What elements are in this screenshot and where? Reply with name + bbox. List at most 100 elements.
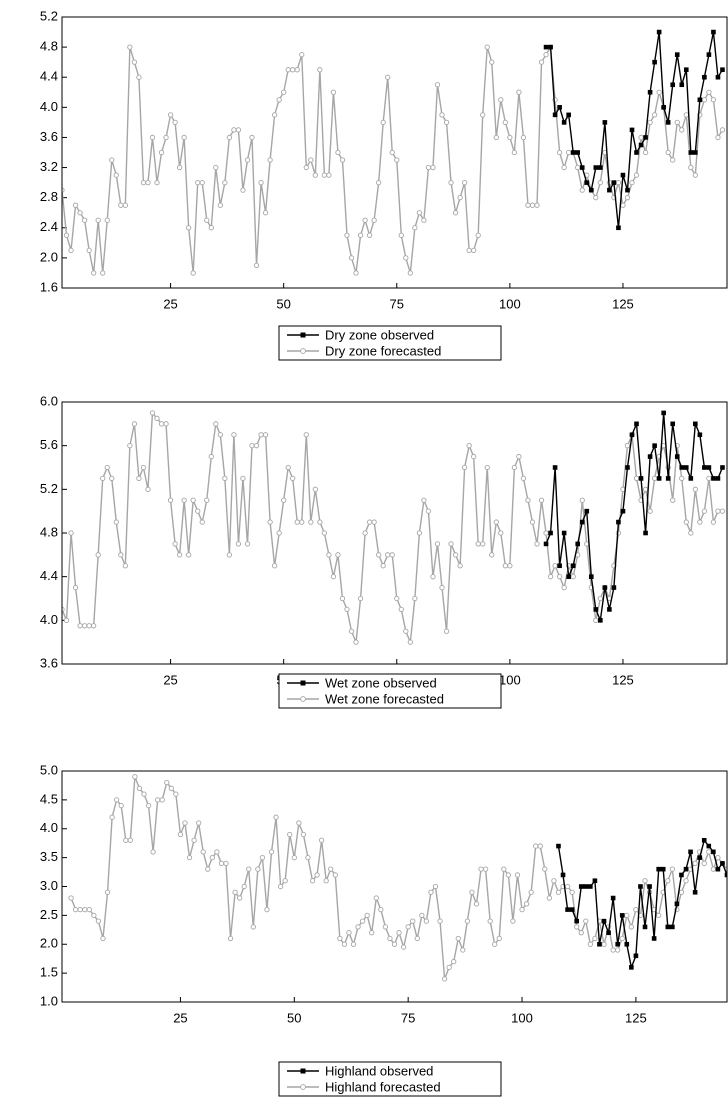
chart-panel: 1.0 1.5 2.0 2.5 3.0 3.5 4.0 4.5 5.0 25 50 75 100 125 H…: [40, 762, 728, 1097]
point-marker: [575, 150, 581, 155]
point-marker: [534, 202, 540, 208]
point-marker: [77, 623, 83, 629]
point-marker: [244, 157, 251, 163]
point-marker: [642, 878, 648, 884]
point-marker: [223, 860, 229, 867]
point-marker: [569, 889, 575, 895]
plot-frame: [61, 770, 728, 1003]
point-marker: [579, 187, 585, 193]
y-tick-label: 2.0: [40, 936, 58, 951]
point-marker: [697, 519, 703, 525]
point-marker: [410, 918, 416, 924]
point-marker: [543, 541, 549, 547]
chart-panel: 3.64.04.44.85.25.66.0255075100125Wet zon…: [40, 393, 728, 709]
point-marker: [602, 120, 608, 125]
point-marker: [380, 563, 386, 569]
point-marker: [629, 127, 635, 133]
point-marker: [217, 432, 223, 438]
point-marker: [273, 814, 279, 820]
point-marker: [290, 67, 296, 73]
point-marker: [222, 179, 228, 186]
point-marker: [149, 134, 156, 141]
point-marker: [303, 164, 309, 171]
point-marker: [647, 89, 653, 95]
plot-frame: [61, 401, 728, 665]
point-marker: [173, 791, 179, 797]
point-marker: [656, 476, 662, 481]
series-line: [545, 412, 724, 623]
point-marker: [471, 247, 477, 254]
point-marker: [507, 134, 513, 141]
point-marker: [68, 895, 74, 901]
point-marker: [629, 179, 635, 186]
point-marker: [235, 541, 242, 547]
point-marker: [195, 508, 201, 514]
y-tick-label: 6.0: [40, 393, 58, 408]
point-marker: [647, 508, 653, 514]
point-marker: [647, 454, 653, 459]
point-marker: [561, 120, 567, 125]
point-marker: [240, 187, 246, 193]
y-tick-label: 3.6: [40, 129, 58, 144]
point-marker: [346, 930, 352, 936]
point-marker: [259, 854, 266, 861]
point-marker: [711, 849, 716, 855]
point-marker: [720, 67, 725, 72]
point-marker: [538, 59, 545, 65]
point-marker: [452, 210, 459, 216]
point-marker: [679, 465, 685, 470]
y-tick-label: 4.8: [40, 524, 58, 539]
point-marker: [114, 797, 120, 803]
point-marker: [380, 119, 386, 126]
point-marker: [176, 552, 183, 558]
point-marker: [665, 120, 671, 125]
point-marker: [258, 179, 264, 186]
y-tick-label: 4.0: [40, 99, 58, 114]
point-marker: [163, 134, 169, 141]
point-marker: [264, 906, 270, 913]
point-marker: [551, 878, 557, 884]
point-marker: [561, 530, 567, 536]
y-tick-label: 5.6: [40, 437, 58, 452]
point-marker: [702, 74, 707, 80]
point-marker: [209, 854, 215, 861]
point-marker: [186, 225, 192, 231]
point-marker: [299, 519, 305, 525]
point-marker: [638, 476, 644, 481]
point-marker: [131, 59, 138, 65]
y-tick-label: 3.5: [40, 849, 58, 864]
point-marker: [218, 860, 225, 867]
point-marker: [412, 595, 418, 602]
point-marker: [510, 918, 516, 924]
point-marker: [710, 866, 716, 872]
y-tick-label: 3.6: [40, 655, 58, 670]
point-marker: [484, 464, 490, 471]
point-marker: [246, 866, 252, 872]
point-marker: [542, 866, 548, 872]
point-marker: [249, 443, 255, 449]
point-marker: [168, 785, 174, 791]
point-marker: [149, 410, 156, 416]
point-marker: [593, 195, 599, 201]
point-marker: [145, 179, 151, 186]
point-marker: [537, 843, 543, 849]
point-marker: [601, 941, 607, 947]
point-marker: [258, 432, 264, 438]
point-marker: [656, 866, 661, 872]
point-marker: [86, 247, 92, 254]
point-marker: [697, 97, 703, 103]
point-marker: [556, 574, 563, 580]
point-marker: [167, 112, 174, 118]
point-marker: [154, 179, 160, 186]
point-marker: [123, 837, 129, 843]
point-marker: [344, 232, 350, 238]
x-tick-label: 25: [163, 296, 177, 311]
point-marker: [452, 552, 459, 558]
y-tick-label: 4.0: [40, 820, 58, 835]
point-marker: [475, 541, 481, 547]
point-marker: [430, 164, 436, 171]
point-marker: [113, 519, 119, 525]
point-marker: [100, 475, 106, 482]
point-marker: [492, 941, 498, 947]
point-marker: [341, 941, 348, 947]
